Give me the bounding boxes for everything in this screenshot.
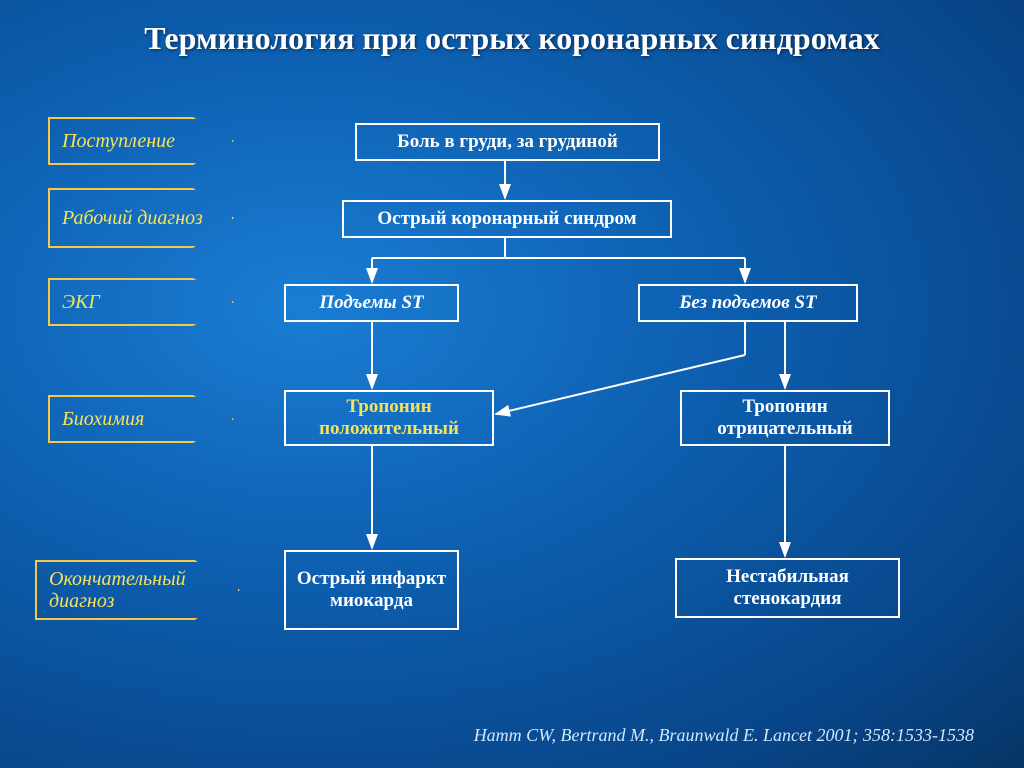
node-troponin-pos: Тропонин положительный bbox=[284, 390, 494, 446]
node-troponin-neg: Тропонин отрицательный bbox=[680, 390, 890, 446]
stage-label-ecg: ЭКГ bbox=[48, 278, 234, 326]
stage-label-text: Рабочий диагноз bbox=[48, 188, 234, 248]
node-ami: Острый инфаркт миокарда bbox=[284, 550, 459, 630]
stage-label-admission: Поступление bbox=[48, 117, 234, 165]
stage-label-text: Поступление bbox=[48, 117, 234, 165]
stage-label-text: ЭКГ bbox=[48, 278, 234, 326]
stage-label-biochem: Биохимия bbox=[48, 395, 234, 443]
node-unstable-angina: Нестабильная стенокардия bbox=[675, 558, 900, 618]
stage-label-working-dx: Рабочий диагноз bbox=[48, 188, 234, 248]
node-st-elevation: Подъемы ST bbox=[284, 284, 459, 322]
node-chest-pain: Боль в груди, за грудиной bbox=[355, 123, 660, 161]
stage-label-text: Биохимия bbox=[48, 395, 234, 443]
stage-label-final-dx: Окончательный диагноз bbox=[35, 560, 240, 620]
stage-label-text: Окончательный диагноз bbox=[35, 560, 240, 620]
node-acs: Острый коронарный синдром bbox=[342, 200, 672, 238]
citation: Hamm CW, Bertrand M., Braunwald E. Lance… bbox=[474, 725, 974, 746]
page-title: Терминология при острых коронарных синдр… bbox=[0, 20, 1024, 57]
flow-connectors bbox=[0, 0, 1024, 768]
node-no-st-elevation: Без подъемов ST bbox=[638, 284, 858, 322]
